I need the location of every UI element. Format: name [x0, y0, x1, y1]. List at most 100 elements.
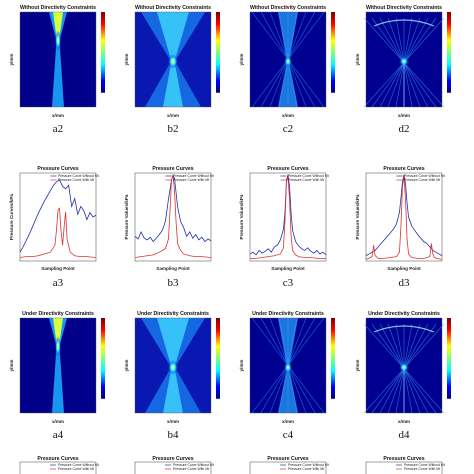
- panel-title: Pressure Curves: [37, 456, 78, 462]
- arc-artifact: [373, 325, 435, 333]
- heatmap-panel-c2: Without Directivity Constraints y/mm x/mm c…: [239, 5, 335, 135]
- series-line-2: [365, 176, 443, 260]
- series-line-1: [134, 174, 212, 243]
- panel-label: a3: [53, 277, 64, 289]
- focus-spot: [168, 54, 178, 69]
- panel-label: b2: [168, 123, 179, 135]
- legend-entry: Pressure Curve Without Mt: [404, 463, 445, 467]
- panel-title: Under Directivity Constraints: [368, 311, 440, 317]
- panel-title: Pressure Curves: [152, 166, 193, 172]
- y-axis-label: y/mm: [9, 359, 14, 371]
- colorbar: [216, 12, 220, 93]
- heatmap-panel-a4: Under Directivity Constraints y/mm x/mm a4: [9, 311, 105, 441]
- panel-label: a2: [53, 123, 63, 135]
- panel-label: b3: [168, 277, 180, 289]
- plot-area: [365, 461, 443, 474]
- series-line-2: [250, 176, 326, 259]
- plot-area: [249, 172, 327, 262]
- series-line-1: [19, 179, 97, 253]
- colorbar: [447, 318, 451, 399]
- focus-spot: [55, 30, 61, 51]
- y-axis-label: y/mm: [124, 359, 129, 371]
- hot-region: [53, 12, 63, 41]
- panel-label: b4: [168, 429, 180, 441]
- legend-entry: Pressure Curve Without Mt: [58, 174, 99, 178]
- focus-spot: [399, 56, 409, 67]
- panel-label: d3: [399, 277, 411, 289]
- legend-entry: Pressure Curve Without Mt: [173, 463, 214, 467]
- legend-entry: Pressure Curve With Mt: [173, 178, 209, 182]
- beam-cone: [49, 12, 67, 107]
- heatmap-panel-a2: Without Directivity Constraints y/mm x/mm a…: [9, 5, 105, 135]
- panel-label: d4: [399, 429, 411, 441]
- heatmap-frame: [365, 317, 443, 414]
- heatmap-panel-d4: Under Directivity Constraints y/mm x/mm d4: [355, 311, 451, 441]
- plot-area: [249, 461, 327, 474]
- plot-area: [134, 461, 212, 474]
- panel-title: Pressure Curves: [267, 166, 308, 172]
- colorbar: [101, 12, 105, 93]
- heatmap-panel-d2: Without Directivity Constraints y/mm x/mm d…: [355, 5, 451, 135]
- y-axis-label: y/mm: [355, 359, 360, 371]
- panel-title: Pressure Curves: [267, 456, 308, 462]
- panel-title: Pressure Curves: [37, 166, 78, 172]
- focus-spot: [284, 361, 292, 374]
- colorbar: [447, 12, 451, 93]
- legend-entry: Pressure Curve With Mt: [288, 178, 324, 182]
- heatmap-panel-c4: Under Directivity Constraints y/mm x/mm c4: [239, 311, 335, 441]
- line-panel-b3: Pressure Curves Pressure Curve Without Mt…: [124, 166, 214, 289]
- legend-entry: Pressure Curve With Mt: [404, 178, 440, 182]
- x-axis-label: x/mm: [52, 113, 64, 118]
- heatmap-frame: [365, 11, 443, 108]
- panel-label: c2: [283, 123, 293, 135]
- legend-entry: Pressure Curve Without Mt: [288, 463, 329, 467]
- legend-entry: Pressure Curve Without Mt: [58, 463, 99, 467]
- x-axis-label: Sampling Point: [41, 266, 75, 271]
- panel-title: Under Directivity Constraints: [252, 311, 324, 317]
- panel-title: Under Directivity Constraints: [137, 311, 209, 317]
- focus-spot: [168, 360, 178, 375]
- heatmap-panel-b4: Under Directivity Constraints y/mm x/mm b4: [124, 311, 220, 441]
- y-axis-label: y/mm: [239, 359, 244, 371]
- series-line-1: [365, 174, 443, 257]
- y-axis-label: y/mm: [9, 53, 14, 65]
- x-axis-label: x/mm: [52, 419, 64, 424]
- panel-label: d2: [399, 123, 410, 135]
- focus-spot: [284, 55, 292, 68]
- x-axis-label: x/mm: [167, 419, 179, 424]
- line-panel-c3: Pressure Curves Pressure Curve Without Mt…: [239, 166, 329, 289]
- panel-title: Without Directivity Constraints: [366, 5, 442, 11]
- focus-spot: [399, 362, 409, 373]
- heatmap-frame: [249, 317, 327, 414]
- y-axis-label: Pressure Values/kPa: [124, 194, 129, 239]
- colorbar: [101, 318, 105, 399]
- y-axis-label: Pressure Curves/kPa: [9, 194, 14, 240]
- colorbar: [216, 318, 220, 399]
- panel-title: Pressure Curves: [383, 166, 424, 172]
- x-axis-label: x/mm: [398, 113, 410, 118]
- legend-entry: Pressure Curve With Mt: [58, 178, 94, 182]
- panel-label: c4: [283, 429, 294, 441]
- panel-title: Without Directivity Constraints: [20, 5, 96, 11]
- legend-entry: Pressure Curve With Mt: [404, 467, 440, 471]
- heatmap-frame: [19, 11, 97, 108]
- legend-entry: Pressure Curve Without Mt: [173, 174, 214, 178]
- y-axis-label: Pressure Values/kPa: [239, 194, 244, 239]
- panel-label: c3: [283, 277, 294, 289]
- legend-entry: Pressure Curve With Mt: [173, 467, 209, 471]
- series-line-1: [249, 174, 327, 256]
- colorbar: [331, 318, 335, 399]
- heatmap-frame: [19, 317, 97, 414]
- x-axis-label: Sampling Point: [271, 266, 305, 271]
- plot-area: [19, 461, 97, 474]
- panel-title: Without Directivity Constraints: [250, 5, 326, 11]
- panel-title: Without Directivity Constraints: [135, 5, 211, 11]
- line-panel-d3: Pressure Curves Pressure Curve Without Mt…: [355, 166, 445, 289]
- legend-entry: Pressure Curve Without Mt: [288, 174, 329, 178]
- x-axis-label: x/mm: [282, 113, 294, 118]
- y-axis-label: y/mm: [124, 53, 129, 65]
